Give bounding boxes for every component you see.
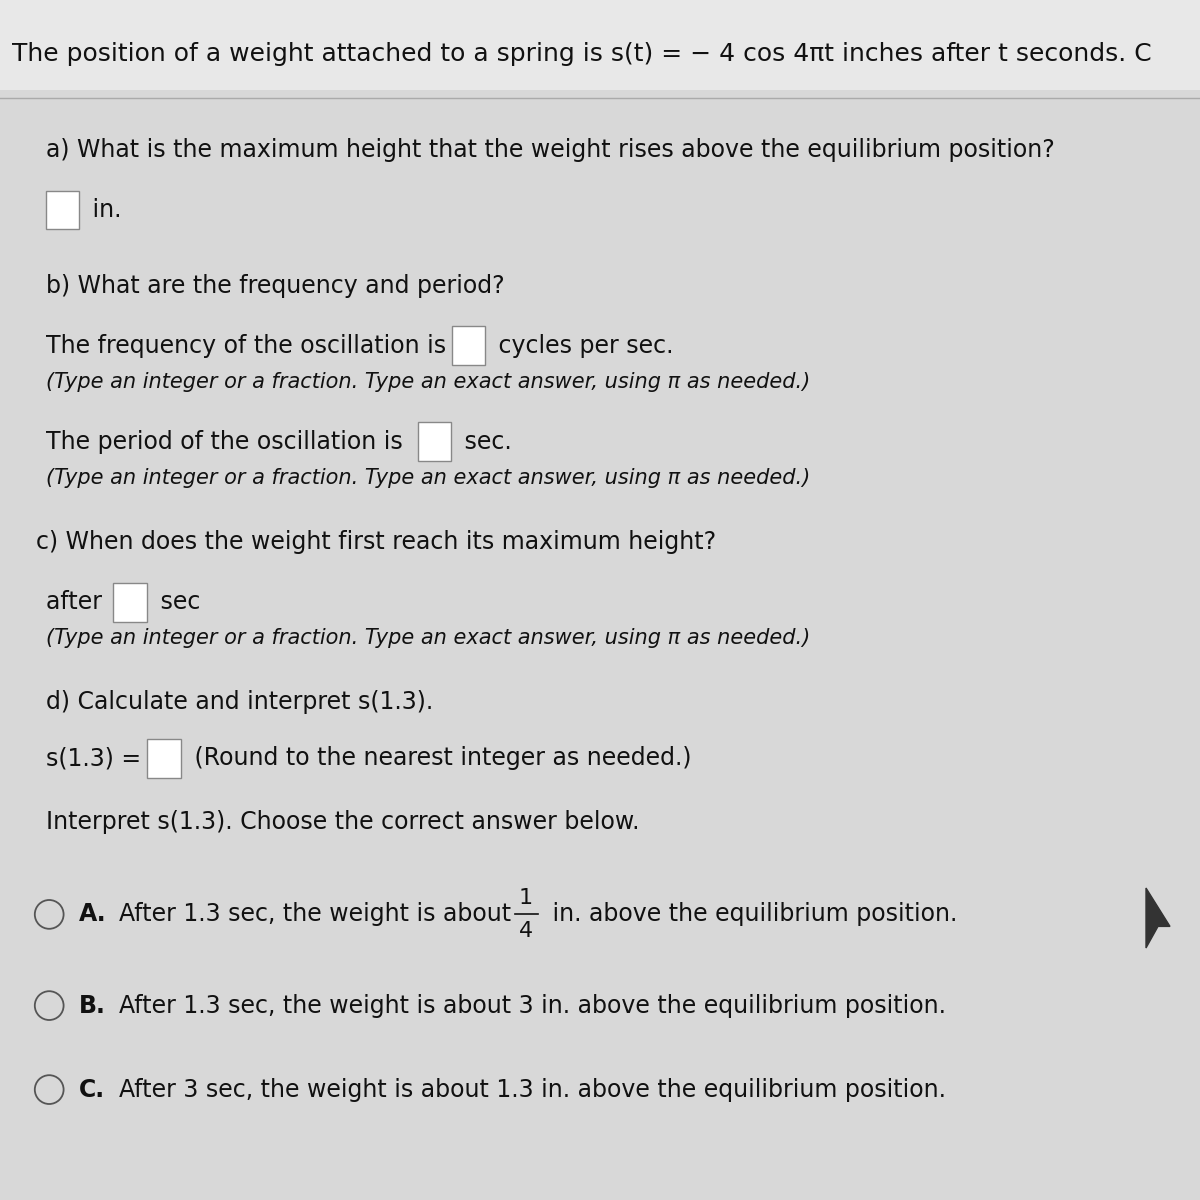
Text: Interpret s(1.3). Choose the correct answer below.: Interpret s(1.3). Choose the correct ans… bbox=[46, 810, 640, 834]
FancyBboxPatch shape bbox=[451, 326, 485, 365]
Text: in. above the equilibrium position.: in. above the equilibrium position. bbox=[545, 902, 958, 926]
FancyBboxPatch shape bbox=[418, 422, 451, 461]
Text: 1: 1 bbox=[518, 888, 533, 907]
Text: The period of the oscillation is: The period of the oscillation is bbox=[46, 430, 410, 454]
Text: b) What are the frequency and period?: b) What are the frequency and period? bbox=[46, 274, 504, 298]
Text: The position of a weight attached to a spring is s(t) = − 4 cos 4πt inches after: The position of a weight attached to a s… bbox=[12, 42, 1152, 66]
Text: (Type an integer or a fraction. Type an exact answer, using π as needed.): (Type an integer or a fraction. Type an … bbox=[46, 629, 810, 648]
FancyBboxPatch shape bbox=[113, 583, 146, 622]
Text: s(1.3) =: s(1.3) = bbox=[46, 746, 149, 770]
Text: sec: sec bbox=[152, 590, 200, 614]
Text: cycles per sec.: cycles per sec. bbox=[491, 334, 673, 358]
FancyBboxPatch shape bbox=[0, 0, 1200, 90]
Text: after: after bbox=[46, 590, 109, 614]
Text: sec.: sec. bbox=[457, 430, 512, 454]
Text: 4: 4 bbox=[518, 922, 533, 941]
Text: After 1.3 sec, the weight is about: After 1.3 sec, the weight is about bbox=[119, 902, 518, 926]
Text: (Type an integer or a fraction. Type an exact answer, using π as needed.): (Type an integer or a fraction. Type an … bbox=[46, 372, 810, 391]
Polygon shape bbox=[1146, 888, 1170, 948]
Text: (Type an integer or a fraction. Type an exact answer, using π as needed.): (Type an integer or a fraction. Type an … bbox=[46, 468, 810, 487]
Text: a) What is the maximum height that the weight rises above the equilibrium positi: a) What is the maximum height that the w… bbox=[46, 138, 1055, 162]
Text: A.: A. bbox=[79, 902, 107, 926]
Text: in.: in. bbox=[85, 198, 121, 222]
FancyBboxPatch shape bbox=[46, 191, 79, 229]
Text: d) Calculate and interpret s(1.3).: d) Calculate and interpret s(1.3). bbox=[46, 690, 433, 714]
Text: After 3 sec, the weight is about 1.3 in. above the equilibrium position.: After 3 sec, the weight is about 1.3 in.… bbox=[119, 1078, 946, 1102]
Text: The frequency of the oscillation is: The frequency of the oscillation is bbox=[46, 334, 454, 358]
FancyBboxPatch shape bbox=[148, 739, 181, 778]
Text: B.: B. bbox=[79, 994, 106, 1018]
Text: After 1.3 sec, the weight is about 3 in. above the equilibrium position.: After 1.3 sec, the weight is about 3 in.… bbox=[119, 994, 946, 1018]
Text: C.: C. bbox=[79, 1078, 106, 1102]
Text: (Round to the nearest integer as needed.): (Round to the nearest integer as needed.… bbox=[187, 746, 691, 770]
Text: c) When does the weight first reach its maximum height?: c) When does the weight first reach its … bbox=[36, 530, 716, 554]
